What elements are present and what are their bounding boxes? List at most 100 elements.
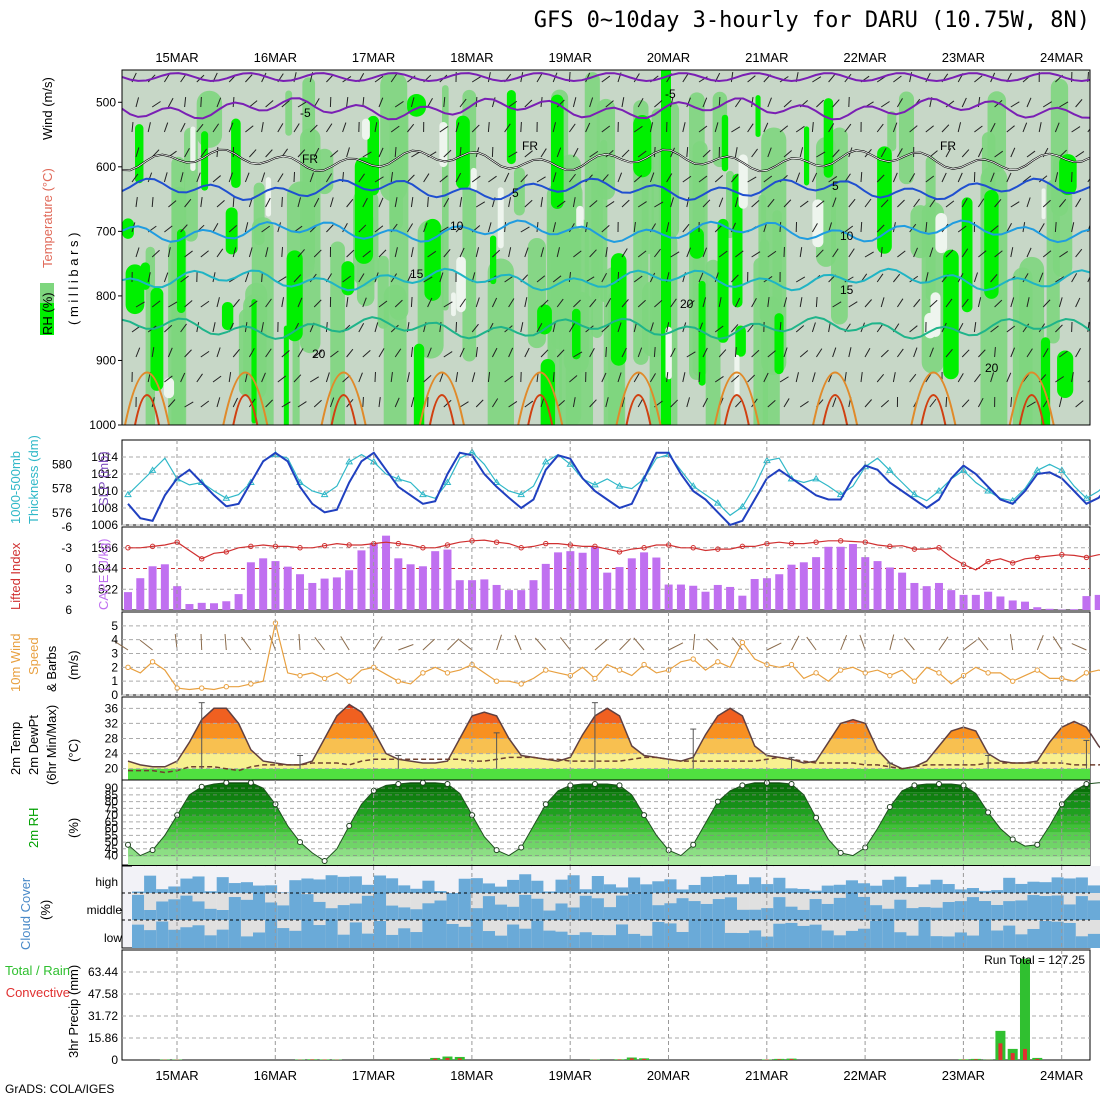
cloud-cell bbox=[361, 895, 375, 920]
cloud-cell bbox=[930, 936, 943, 948]
wind-barb bbox=[536, 221, 539, 233]
wind-barb bbox=[568, 272, 572, 283]
thickness-line bbox=[127, 451, 1100, 517]
wind-barb bbox=[990, 325, 999, 333]
cloud-cell bbox=[1015, 883, 1028, 893]
label-wind-unit: (m/s) bbox=[66, 650, 81, 680]
wind-barb bbox=[374, 176, 384, 183]
cape-bar bbox=[578, 552, 587, 610]
label-temp: 2m Temp bbox=[8, 722, 23, 775]
wind10-point bbox=[641, 661, 647, 668]
cloud-cell bbox=[422, 920, 435, 948]
wind-barb bbox=[909, 125, 918, 133]
wind-barb bbox=[281, 246, 284, 258]
wind-barb bbox=[605, 397, 609, 408]
wind-barb bbox=[524, 347, 530, 358]
top-date-24MAR: 24MAR bbox=[1040, 50, 1083, 65]
cloud-cell bbox=[144, 930, 157, 948]
wind-barb bbox=[816, 249, 824, 258]
wind-barb bbox=[228, 122, 234, 133]
thickness-point bbox=[492, 478, 501, 485]
wind-barb bbox=[378, 197, 384, 208]
rh-mid-patch bbox=[898, 91, 915, 185]
rh-mid-patch bbox=[251, 217, 274, 425]
wind-barb bbox=[589, 399, 597, 408]
wind-barb bbox=[1010, 347, 1016, 358]
wind-barb bbox=[1038, 272, 1044, 283]
label-total-rain: Total / Rain bbox=[5, 963, 70, 978]
cloud-cell bbox=[845, 930, 859, 948]
wind-barb bbox=[184, 148, 190, 158]
wind-barb bbox=[698, 272, 704, 283]
wind-barb bbox=[459, 197, 463, 208]
label-convective: Convective bbox=[6, 985, 70, 1000]
cloud-cell bbox=[325, 875, 338, 893]
cloud-cell bbox=[603, 935, 617, 948]
cape-bar bbox=[947, 590, 956, 610]
wind-barb bbox=[180, 122, 186, 133]
wind10-point bbox=[911, 678, 918, 684]
precip-conv-bar bbox=[642, 1058, 647, 1060]
wind-barb bbox=[929, 398, 937, 408]
wind-barb bbox=[524, 247, 529, 258]
wind-barb bbox=[961, 198, 968, 208]
wind-barb bbox=[961, 248, 969, 258]
cloud-cell-bg bbox=[966, 866, 980, 893]
wind-barb bbox=[265, 149, 273, 158]
contour-labels: -5 -5 FR FR FR 5 5 10 10 15 15 20 20 20 bbox=[300, 87, 999, 375]
cloud-cell bbox=[1027, 895, 1040, 920]
wind-barb bbox=[1054, 122, 1060, 133]
cape-bar bbox=[455, 580, 464, 610]
wind-barb bbox=[164, 225, 173, 233]
cloud-cell bbox=[180, 895, 193, 920]
rh-band bbox=[128, 800, 1090, 809]
wind-barb bbox=[747, 374, 756, 383]
wind-barb bbox=[265, 197, 271, 208]
cloud-cell bbox=[507, 906, 520, 920]
cloud-cell-bg bbox=[979, 866, 992, 893]
cape-bar bbox=[529, 580, 538, 610]
rh-white-patch bbox=[665, 326, 672, 380]
wind-barb bbox=[977, 397, 984, 408]
wind-barb bbox=[783, 398, 790, 408]
wind-barb bbox=[423, 375, 432, 383]
wind-barb bbox=[990, 172, 995, 183]
bottom-date-20MAR: 20MAR bbox=[647, 1068, 690, 1083]
wind-tick-5: 5 bbox=[111, 619, 118, 633]
wind-tick-1: 1 bbox=[111, 674, 118, 688]
cloud-cell-bg bbox=[906, 866, 919, 893]
cloud-cell bbox=[676, 898, 689, 920]
wind-barb bbox=[200, 300, 210, 308]
wind-barb bbox=[407, 174, 415, 183]
wind-barb bbox=[135, 347, 141, 358]
contour-label: 15 bbox=[840, 283, 854, 297]
cape-bar bbox=[357, 550, 366, 610]
cloud-cell bbox=[1039, 920, 1052, 948]
top-date-15MAR: 15MAR bbox=[155, 50, 198, 65]
cloud-cover-panel bbox=[121, 865, 1100, 949]
cape-bar bbox=[848, 544, 857, 610]
cape-bar bbox=[246, 562, 255, 610]
cloud-cell bbox=[833, 935, 846, 948]
wind-barb bbox=[475, 201, 486, 208]
wind10-point bbox=[1034, 667, 1040, 673]
wind-barb bbox=[892, 172, 898, 183]
wind-barb bbox=[828, 176, 838, 183]
temp-tick-36: 36 bbox=[105, 701, 119, 715]
li-tick-3: 3 bbox=[65, 582, 72, 596]
cape-bar bbox=[1045, 608, 1054, 610]
cloud-cell bbox=[132, 891, 145, 893]
cloud-cell bbox=[495, 886, 508, 893]
cloud-cell bbox=[591, 876, 604, 893]
wind10-barb bbox=[447, 638, 460, 651]
cloud-cell bbox=[325, 920, 338, 948]
cloud-cell-bg bbox=[954, 866, 967, 893]
wind-barb bbox=[520, 226, 530, 233]
wind-barb bbox=[941, 172, 947, 183]
wind-barb bbox=[151, 347, 155, 358]
wind-barb bbox=[767, 147, 772, 158]
cloud-cell bbox=[495, 904, 508, 920]
wind-barb bbox=[585, 72, 591, 83]
wind-barb bbox=[1026, 197, 1031, 208]
wind-barb bbox=[799, 147, 804, 158]
